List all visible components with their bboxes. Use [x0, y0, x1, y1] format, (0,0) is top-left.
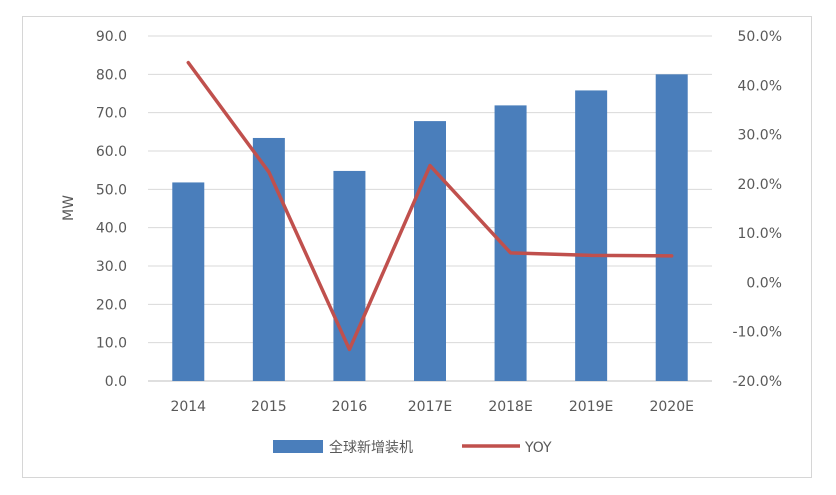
bar-2019E [575, 90, 608, 381]
x-tick-label: 2017E [408, 399, 452, 415]
bar-2014 [172, 182, 205, 381]
left-axis-ticks: 90.0 80.0 70.0 60.0 50.0 40.0 30.0 20.0 10.0 0.0 [96, 29, 127, 390]
x-tick-label: 2019E [569, 399, 613, 415]
y-tick-label: 50.0 [96, 182, 127, 198]
bar-2015 [252, 137, 285, 381]
y-tick-label: 20.0 [96, 297, 127, 313]
bar-2017E [414, 121, 446, 381]
y-tick-label: 90.0 [96, 29, 127, 45]
y-tick-label: 40.0 [96, 221, 127, 237]
y2-tick-label: 40.0% [738, 78, 782, 94]
x-tick-label: 2016 [332, 399, 368, 415]
line-series [186, 60, 674, 352]
x-tick-label: 2020E [649, 399, 693, 415]
right-axis-ticks: 50.0% 40.0% 30.0% 20.0% 10.0% 0.0% -10.0% -20.0… [732, 29, 782, 390]
legend-line-label: YOY [524, 440, 552, 456]
y-tick-label: 70.0 [96, 106, 127, 122]
legend-bar-label: 全球新增装机 [329, 439, 413, 456]
legend: 全球新增装机 YOY [273, 439, 552, 456]
y-tick-label: 0.0 [105, 374, 127, 390]
bar-2020E [655, 74, 688, 381]
legend-bar-swatch [273, 440, 323, 453]
y2-tick-label: 10.0% [738, 226, 782, 242]
y2-tick-label: 0.0% [746, 275, 782, 291]
x-axis-ticks: 2014 2015 2016 2017E 2018E 2019E 2020E [170, 399, 693, 415]
y-tick-label: 80.0 [96, 67, 127, 83]
y-tick-label: 30.0 [96, 259, 127, 275]
x-tick-label: 2015 [251, 399, 287, 415]
y-axis-title: MW [61, 195, 77, 221]
y-tick-label: 10.0 [96, 336, 127, 352]
y2-tick-label: -20.0% [732, 374, 782, 390]
x-tick-label: 2018E [488, 399, 532, 415]
y-tick-label: 60.0 [96, 144, 127, 160]
y2-tick-label: 20.0% [738, 177, 782, 193]
y2-tick-label: 30.0% [738, 128, 782, 144]
y2-tick-label: 50.0% [738, 29, 782, 45]
x-tick-label: 2014 [170, 399, 206, 415]
y2-tick-label: -10.0% [732, 325, 782, 341]
